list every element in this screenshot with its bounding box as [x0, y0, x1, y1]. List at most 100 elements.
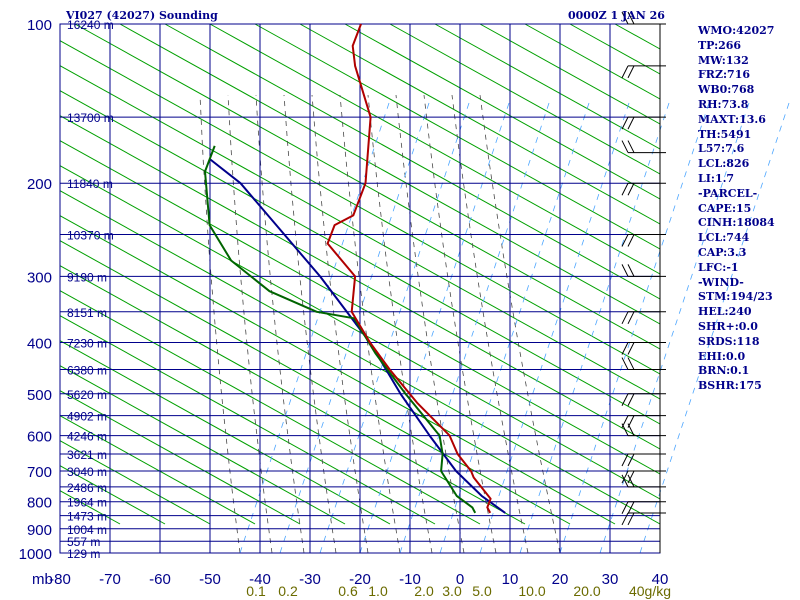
height-label: 10370 m [67, 229, 114, 243]
mixing-ratio-line [479, 99, 631, 554]
height-label: 1473 m [67, 510, 107, 524]
wind-barb [621, 11, 666, 25]
dry-adiabat [434, 23, 661, 150]
info-line: LFC:-1 [698, 260, 739, 274]
height-label: 557 m [67, 535, 100, 549]
dry-adiabat [59, 315, 436, 525]
wind-barb [621, 453, 666, 467]
height-label: 5620 m [67, 388, 107, 402]
mixing-ratio-label: 0.2 [278, 583, 298, 599]
wind-barb [621, 311, 666, 325]
pressure-tick-label: 1000 [19, 546, 52, 563]
info-line: SRDS:118 [698, 334, 760, 348]
dry-adiabat [59, 240, 571, 525]
wind-barb [621, 393, 666, 406]
moist-adiabat [283, 94, 337, 554]
info-line: LI:1.7 [698, 171, 735, 185]
wind-barb [621, 423, 666, 437]
pressure-tick-label: 200 [27, 176, 52, 193]
mixing-ratio-line [599, 99, 751, 554]
temperature-tick-label: -70 [99, 571, 121, 588]
info-line: -PARCEL- [698, 186, 758, 200]
wind-barb [621, 470, 666, 484]
temperature-tick-label: 0 [456, 571, 464, 588]
wind-barb [621, 140, 666, 154]
mixing-ratio-label: 3.0 [442, 583, 462, 599]
dry-adiabat [59, 365, 346, 525]
mixing-ratio-line [559, 99, 711, 554]
moist-adiabat [423, 94, 497, 554]
height-label: 8151 m [67, 306, 107, 320]
dry-adiabat [59, 415, 256, 525]
wind-barb [621, 116, 666, 130]
dry-adiabat [524, 23, 661, 100]
dry-adiabat [209, 23, 661, 275]
mixing-ratio-label: 0.6 [338, 583, 358, 599]
stability-indices-panel: WMO:42027 TP:266 MW:132 FRZ:716 WB0:768 RH:73… [698, 24, 798, 394]
height-label: 2486 m [67, 481, 107, 495]
info-line: BRN:0.1 [698, 364, 750, 378]
moist-adiabats [199, 94, 561, 554]
height-label: 1964 m [67, 496, 107, 510]
moist-adiabat [339, 94, 401, 554]
mixing-ratio-line [639, 99, 791, 554]
height-label: 1004 m [67, 523, 107, 537]
moist-adiabat [199, 94, 241, 554]
pressure-tick-label: 900 [27, 522, 52, 539]
dry-adiabat [614, 23, 661, 50]
temperature-tick-label: -50 [199, 571, 221, 588]
moist-adiabat [395, 94, 465, 554]
info-line: MW:132 [698, 53, 749, 67]
pressure-tick-label: 800 [27, 495, 52, 512]
mixing-ratio-label: 5.0 [472, 583, 492, 599]
info-line: TP:266 [698, 38, 742, 52]
temperature-tick-label: -80 [49, 571, 71, 588]
moist-adiabat [367, 94, 433, 554]
info-line: CAPE:15 [698, 201, 752, 215]
height-label: 4902 m [67, 410, 107, 424]
wind-barb [621, 234, 666, 247]
height-label: 11840 m [67, 177, 113, 191]
temperature-tick-label: 30 [602, 571, 619, 588]
dry-adiabat [569, 23, 661, 75]
pressure-tick-label: 300 [27, 269, 52, 286]
mixing-ratio-lines [239, 99, 791, 554]
height-label: 3621 m [67, 448, 107, 462]
height-label: 9190 m [67, 270, 107, 284]
dry-adiabat [59, 265, 526, 525]
wind-barb [621, 264, 666, 277]
mixing-ratio-label: 0.1 [246, 583, 266, 599]
info-line: L57:7.6 [698, 142, 745, 156]
parcel-trace [209, 158, 506, 514]
height-label: 16240 m [67, 18, 114, 32]
dewpoint-trace [204, 145, 477, 514]
dry-adiabat [344, 23, 661, 200]
info-line: HEL:240 [698, 305, 752, 319]
dry-adiabat [119, 23, 661, 325]
pressure-tick-label: 600 [27, 429, 52, 446]
info-line: EHI:0.0 [698, 349, 746, 363]
height-label: 129 m [67, 547, 100, 561]
temperature-tick-label: 10 [502, 571, 519, 588]
grid [59, 23, 661, 554]
temperature-tick-label: -30 [299, 571, 321, 588]
pressure-tick-label: 400 [27, 335, 52, 352]
chart-title: VI027 (42027) Sounding [66, 9, 218, 22]
info-line: FRZ:716 [698, 68, 751, 82]
temperature-tick-label: -60 [149, 571, 171, 588]
info-line: TH:5491 [698, 127, 752, 141]
sounding-traces [204, 23, 506, 514]
pressure-tick-label: 500 [27, 387, 52, 404]
temperature-tick-label: 40 [652, 571, 669, 588]
dry-adiabat [74, 23, 661, 350]
pressure-tick-label: 100 [27, 17, 52, 34]
info-line: LCL:744 [698, 231, 750, 245]
wind-barb [621, 474, 666, 488]
y-unit-label: mb [32, 571, 53, 588]
dry-adiabat [164, 23, 661, 300]
mixing-ratio-label: 20.0 [573, 583, 600, 599]
wind-barb [621, 341, 666, 355]
wind-barb [621, 512, 666, 526]
temperature-trace [326, 23, 492, 514]
info-line: SHR+:0.0 [698, 319, 758, 333]
